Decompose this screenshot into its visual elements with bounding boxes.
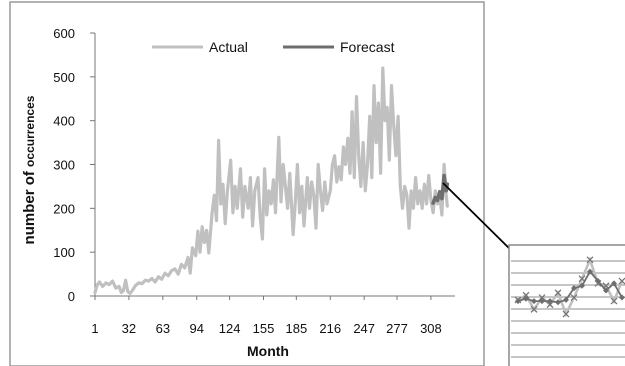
inset-point-forecast (515, 298, 521, 305)
inset-point-actual (586, 256, 594, 264)
inset-point-forecast (539, 298, 545, 305)
x-axis-label: Month (247, 343, 289, 359)
inset-point-actual (538, 294, 546, 302)
inset-point-forecast (603, 287, 609, 294)
x-tick-label: 277 (386, 321, 408, 336)
inset-point-actual (570, 294, 578, 302)
x-tick-label: 32 (122, 321, 136, 336)
y-tick-label: 500 (53, 70, 75, 85)
y-tick-group: 0 100 200 300 400 500 600 (53, 26, 95, 304)
inset-point-forecast (523, 295, 529, 302)
zoom-inset-frame (508, 244, 625, 366)
x-tick-label: 94 (190, 321, 204, 336)
inset-point-forecast (587, 268, 593, 275)
zoom-inset-series (514, 256, 625, 318)
y-tick-label: 100 (53, 245, 75, 260)
y-tick-label: 300 (53, 158, 75, 173)
inset-point-forecast (555, 299, 561, 306)
inset-point-forecast (547, 298, 553, 305)
x-tick-label: 155 (253, 321, 275, 336)
series-line-forecast (431, 173, 450, 205)
chart-area-frame (9, 1, 485, 366)
inset-point-forecast (611, 280, 617, 287)
inset-point-forecast (531, 298, 537, 305)
inset-point-actual (530, 305, 538, 313)
inset-point-actual (618, 277, 625, 285)
x-tick-label: 63 (156, 321, 170, 336)
series-line-actual (93, 66, 449, 295)
legend-label-actual: Actual (209, 39, 248, 55)
inset-point-actual (546, 301, 554, 309)
inset-point-actual (554, 289, 562, 297)
x-tick-label: 185 (285, 321, 307, 336)
x-tick-label: 1 (91, 321, 98, 336)
y-tick-label: 0 (68, 289, 75, 304)
y-tick-label: 600 (53, 26, 75, 41)
y-axis-label-part2: occurrences (23, 95, 37, 167)
inset-point-actual (610, 297, 618, 305)
inset-point-actual (562, 310, 570, 318)
y-axis-label-part1: number of (21, 167, 38, 245)
inset-point-forecast (619, 294, 625, 301)
x-tick-label: 216 (319, 321, 341, 336)
series-layer (93, 66, 450, 295)
legend-label-forecast: Forecast (340, 39, 395, 55)
inset-point-forecast (595, 278, 601, 285)
inset-point-actual (522, 291, 530, 299)
legend: Actual Forecast (152, 39, 395, 55)
y-tick-label: 400 (53, 114, 75, 129)
inset-point-forecast (563, 296, 569, 303)
inset-point-forecast (571, 285, 577, 292)
x-tick-group: 1 32 63 94 124 155 185 216 247 277 308 (91, 296, 442, 336)
x-tick-label: 308 (420, 321, 442, 336)
inset-point-forecast (579, 282, 585, 289)
x-tick-label: 124 (219, 321, 241, 336)
y-tick-label: 200 (53, 201, 75, 216)
x-tick-label: 247 (353, 321, 375, 336)
y-axis-label: number of occurrences (21, 95, 38, 244)
